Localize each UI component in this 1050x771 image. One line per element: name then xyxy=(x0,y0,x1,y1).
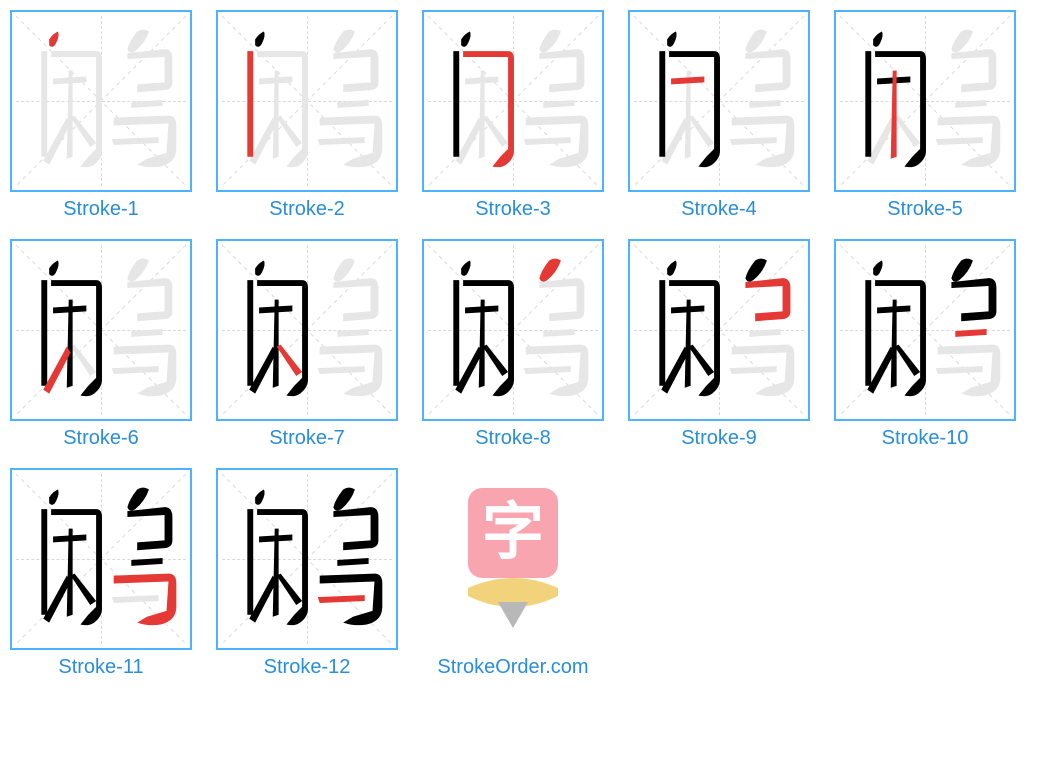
stroke-label: Stroke-11 xyxy=(58,656,143,679)
character-strokes xyxy=(218,12,396,190)
character-strokes xyxy=(12,241,190,419)
stroke-cell: Stroke-8 xyxy=(422,239,604,450)
character-strokes xyxy=(218,470,396,648)
character-strokes xyxy=(836,241,1014,419)
stroke-cell: Stroke-10 xyxy=(834,239,1016,450)
stroke-tile xyxy=(628,10,810,192)
stroke-label: Stroke-8 xyxy=(475,427,551,450)
character-strokes xyxy=(630,12,808,190)
character-strokes xyxy=(424,12,602,190)
stroke-cell: Stroke-2 xyxy=(216,10,398,221)
stroke-tile xyxy=(834,239,1016,421)
stroke-tile xyxy=(628,239,810,421)
stroke-label: Stroke-9 xyxy=(681,427,757,450)
stroke-tile xyxy=(216,239,398,421)
stroke-cell: Stroke-3 xyxy=(422,10,604,221)
stroke-label: Stroke-12 xyxy=(264,656,351,679)
stroke-label: Stroke-5 xyxy=(887,198,963,221)
stroke-cell: Stroke-1 xyxy=(10,10,192,221)
stroke-label: Stroke-1 xyxy=(63,198,139,221)
stroke-tile xyxy=(10,239,192,421)
watermark-site-label: StrokeOrder.com xyxy=(437,656,588,679)
watermark-cell: 字 StrokeOrder.com xyxy=(422,468,604,679)
character-strokes xyxy=(630,241,808,419)
stroke-tile xyxy=(10,468,192,650)
stroke-cell: Stroke-9 xyxy=(628,239,810,450)
stroke-tile xyxy=(216,10,398,192)
stroke-tile xyxy=(422,10,604,192)
watermark-icon: 字 xyxy=(422,468,604,650)
stroke-cell: Stroke-11 xyxy=(10,468,192,679)
stroke-label: Stroke-7 xyxy=(269,427,345,450)
character-strokes xyxy=(12,12,190,190)
character-strokes xyxy=(218,241,396,419)
svg-text:字: 字 xyxy=(482,498,544,567)
stroke-tile xyxy=(422,239,604,421)
stroke-cell: Stroke-12 xyxy=(216,468,398,679)
stroke-cell: Stroke-5 xyxy=(834,10,1016,221)
stroke-tile xyxy=(834,10,1016,192)
character-strokes xyxy=(12,470,190,648)
character-strokes xyxy=(424,241,602,419)
character-strokes xyxy=(836,12,1014,190)
stroke-label: Stroke-10 xyxy=(882,427,969,450)
stroke-label: Stroke-4 xyxy=(681,198,757,221)
stroke-cell: Stroke-6 xyxy=(10,239,192,450)
stroke-label: Stroke-3 xyxy=(475,198,551,221)
stroke-cell: Stroke-4 xyxy=(628,10,810,221)
stroke-order-grid: Stroke-1 Stroke-2 Stroke-3 xyxy=(0,0,1050,689)
watermark-tile: 字 xyxy=(422,468,604,650)
stroke-tile xyxy=(10,10,192,192)
stroke-label: Stroke-6 xyxy=(63,427,139,450)
stroke-label: Stroke-2 xyxy=(269,198,345,221)
stroke-cell: Stroke-7 xyxy=(216,239,398,450)
stroke-tile xyxy=(216,468,398,650)
